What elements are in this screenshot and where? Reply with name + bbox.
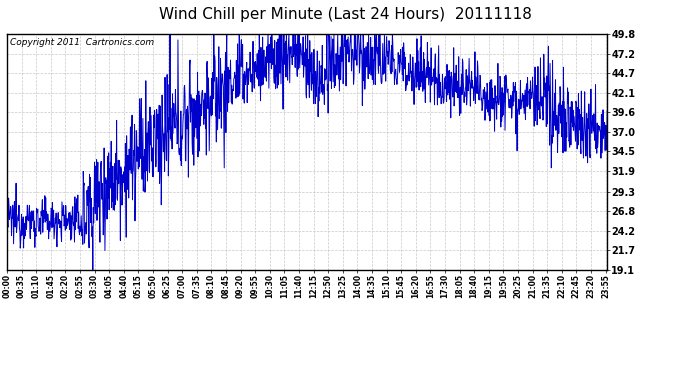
Text: Wind Chill per Minute (Last 24 Hours)  20111118: Wind Chill per Minute (Last 24 Hours) 20…: [159, 8, 531, 22]
Text: Copyright 2011  Cartronics.com: Copyright 2011 Cartronics.com: [10, 39, 154, 48]
